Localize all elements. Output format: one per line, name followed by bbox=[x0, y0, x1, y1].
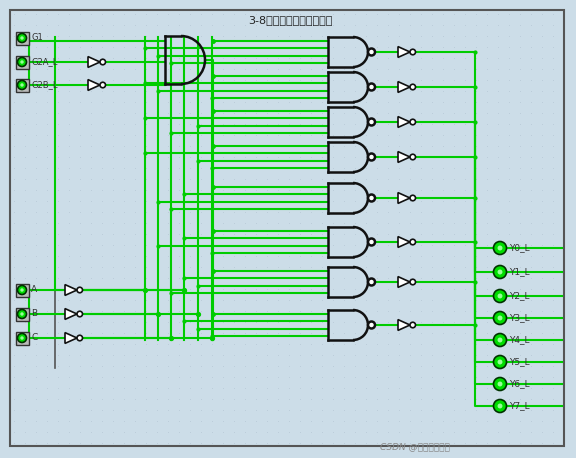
Circle shape bbox=[20, 336, 24, 340]
Text: 3-8译码器子模块实现区域: 3-8译码器子模块实现区域 bbox=[248, 15, 332, 25]
Polygon shape bbox=[88, 57, 100, 67]
Circle shape bbox=[20, 60, 24, 64]
Circle shape bbox=[100, 59, 105, 65]
Circle shape bbox=[494, 355, 506, 369]
Polygon shape bbox=[398, 82, 410, 93]
Polygon shape bbox=[398, 152, 410, 163]
Text: B: B bbox=[31, 310, 37, 318]
Bar bbox=[16, 307, 28, 321]
Polygon shape bbox=[398, 237, 410, 247]
Polygon shape bbox=[398, 117, 410, 127]
Circle shape bbox=[410, 195, 415, 201]
Text: Y6_L: Y6_L bbox=[509, 380, 529, 388]
Text: Y0_L: Y0_L bbox=[509, 244, 529, 252]
Circle shape bbox=[498, 245, 502, 251]
Text: C: C bbox=[31, 333, 37, 343]
Polygon shape bbox=[88, 80, 100, 90]
Text: Y1_L: Y1_L bbox=[509, 267, 529, 277]
Polygon shape bbox=[398, 277, 410, 288]
Circle shape bbox=[77, 335, 82, 341]
Polygon shape bbox=[65, 284, 77, 295]
Text: Y2_L: Y2_L bbox=[509, 291, 529, 300]
Circle shape bbox=[17, 285, 26, 294]
Circle shape bbox=[498, 382, 502, 387]
Circle shape bbox=[498, 294, 502, 299]
Bar bbox=[16, 78, 28, 92]
Text: G1: G1 bbox=[31, 33, 43, 43]
Circle shape bbox=[20, 288, 24, 292]
Circle shape bbox=[368, 278, 375, 285]
Text: Y7_L: Y7_L bbox=[509, 402, 529, 410]
Bar bbox=[16, 284, 28, 296]
Circle shape bbox=[368, 119, 375, 125]
Circle shape bbox=[410, 119, 415, 125]
Circle shape bbox=[17, 33, 26, 43]
Circle shape bbox=[368, 239, 375, 245]
Circle shape bbox=[494, 311, 506, 325]
Bar bbox=[16, 55, 28, 69]
Circle shape bbox=[368, 195, 375, 202]
Polygon shape bbox=[65, 333, 77, 344]
Polygon shape bbox=[398, 193, 410, 203]
Text: G2B_L: G2B_L bbox=[31, 81, 58, 89]
Polygon shape bbox=[398, 320, 410, 330]
Circle shape bbox=[494, 399, 506, 413]
Circle shape bbox=[368, 83, 375, 91]
Text: Y3_L: Y3_L bbox=[509, 313, 529, 322]
Circle shape bbox=[498, 403, 502, 409]
Circle shape bbox=[494, 266, 506, 278]
Circle shape bbox=[17, 310, 26, 318]
Circle shape bbox=[494, 241, 506, 255]
Circle shape bbox=[498, 360, 502, 365]
Circle shape bbox=[494, 377, 506, 391]
Circle shape bbox=[100, 82, 105, 88]
Circle shape bbox=[410, 84, 415, 90]
Circle shape bbox=[20, 83, 24, 87]
Circle shape bbox=[77, 311, 82, 317]
Circle shape bbox=[410, 322, 415, 328]
Circle shape bbox=[20, 312, 24, 316]
Circle shape bbox=[20, 36, 24, 40]
Text: Y4_L: Y4_L bbox=[509, 336, 529, 344]
Circle shape bbox=[498, 269, 502, 274]
Circle shape bbox=[368, 153, 375, 160]
Circle shape bbox=[368, 49, 375, 55]
Circle shape bbox=[410, 49, 415, 55]
Text: CSDN @追逐远方的梦: CSDN @追逐远方的梦 bbox=[380, 442, 450, 452]
Circle shape bbox=[410, 279, 415, 285]
Polygon shape bbox=[398, 47, 410, 57]
Circle shape bbox=[498, 316, 502, 321]
Bar bbox=[16, 32, 28, 44]
Circle shape bbox=[410, 239, 415, 245]
Circle shape bbox=[17, 81, 26, 89]
Text: A: A bbox=[31, 285, 37, 294]
Polygon shape bbox=[65, 309, 77, 319]
Circle shape bbox=[17, 58, 26, 66]
Circle shape bbox=[494, 333, 506, 347]
Circle shape bbox=[368, 322, 375, 328]
Text: G2A_L: G2A_L bbox=[31, 58, 58, 66]
Circle shape bbox=[494, 289, 506, 302]
Bar bbox=[16, 332, 28, 344]
Circle shape bbox=[498, 338, 502, 343]
Text: Y5_L: Y5_L bbox=[509, 358, 529, 366]
Circle shape bbox=[17, 333, 26, 343]
Circle shape bbox=[410, 154, 415, 160]
Circle shape bbox=[77, 287, 82, 293]
